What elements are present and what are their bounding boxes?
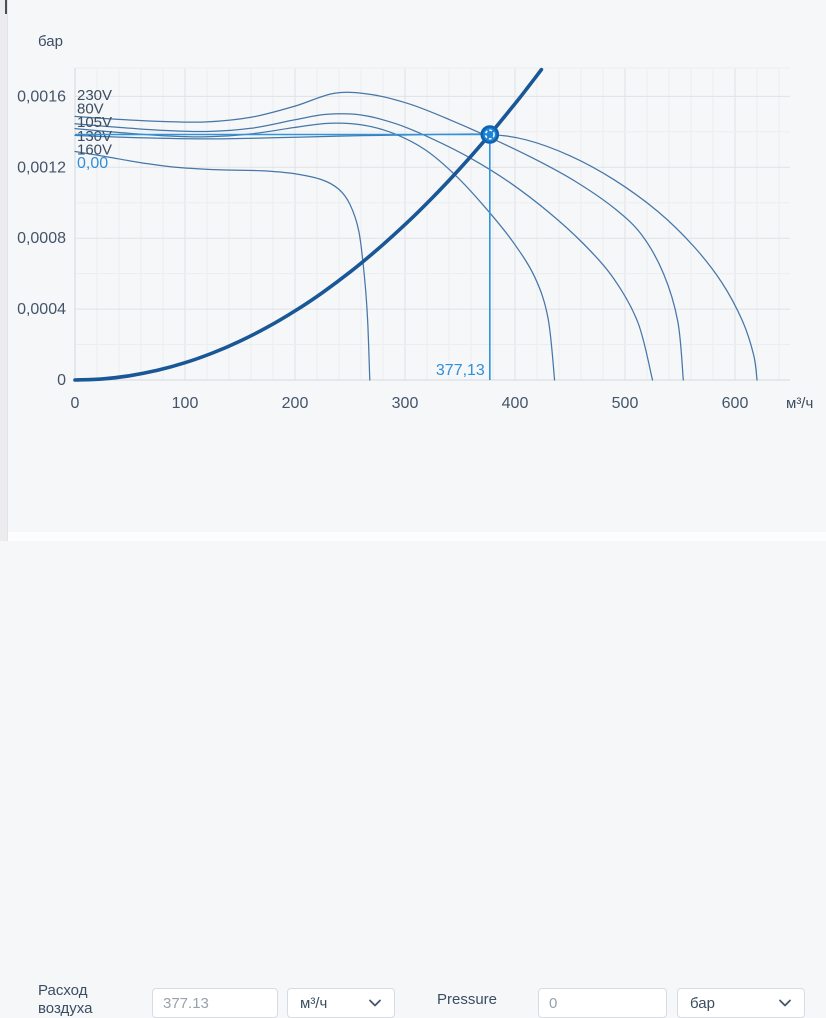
air-flow-input[interactable] xyxy=(152,988,278,1018)
fan-curve-160V xyxy=(74,150,371,381)
operating-point-pressure-label: 0,00 xyxy=(77,155,108,172)
y-tick-label: 0,0016 xyxy=(17,88,66,105)
fan-curve-80V xyxy=(74,113,654,381)
y-tick-label: 0,0004 xyxy=(17,301,66,318)
left-edge-strip xyxy=(0,0,8,541)
operating-point-marker-inner-ring xyxy=(484,129,495,140)
x-tick-label: 500 xyxy=(612,395,639,412)
page-background-strip xyxy=(0,532,826,541)
parameters-form: Расход воздуха м³/ч Pressure бар xyxy=(0,488,826,1018)
pressure-label: Pressure xyxy=(437,991,498,1008)
x-tick-label: 200 xyxy=(282,395,309,412)
x-tick-label: 0 xyxy=(71,395,80,412)
x-tick-label: 600 xyxy=(722,395,749,412)
x-axis-unit-label: м³/ч xyxy=(786,395,813,412)
curve-label-105V: 105V xyxy=(77,114,112,131)
curve-label-160V: 160V xyxy=(77,141,112,158)
operating-point-flow-label: 377,13 xyxy=(436,362,485,379)
chevron-down-icon xyxy=(369,999,381,1007)
pressure-input[interactable] xyxy=(538,988,667,1018)
air-flow-unit-select[interactable]: м³/ч xyxy=(287,988,395,1018)
fan-curve-105V xyxy=(74,122,556,381)
fan-curve-chart: 0 100 200 300 400 500 600 0 0,0004 0,0008 0,0012 0,… xyxy=(0,0,826,460)
air-flow-label: Расход воздуха xyxy=(38,982,93,1017)
x-tick-label: 300 xyxy=(392,395,419,412)
curve-label-230V: 230V xyxy=(77,87,112,104)
corner-mark xyxy=(5,0,7,14)
curve-label-80V: 80V xyxy=(77,101,104,118)
chart-canvas: 0 100 200 300 400 500 600 0 0,0004 0,0008 0,0012 0,… xyxy=(17,33,813,412)
air-flow-unit-value: м³/ч xyxy=(300,994,328,1012)
operating-point-marker[interactable] xyxy=(480,125,500,144)
y-axis-unit-label: бар xyxy=(38,33,63,50)
fan-curve-230V xyxy=(74,91,684,381)
pressure-unit-value: бар xyxy=(690,994,715,1012)
curve-label-130V: 130V xyxy=(77,128,112,145)
x-tick-label: 400 xyxy=(502,395,529,412)
pressure-unit-select[interactable]: бар xyxy=(677,988,805,1018)
y-tick-label: 0,0008 xyxy=(17,230,66,247)
chevron-down-icon xyxy=(779,999,791,1007)
fan-curve-130V xyxy=(74,133,758,381)
y-tick-label: 0,0012 xyxy=(17,159,66,176)
x-tick-label: 100 xyxy=(172,395,199,412)
y-tick-label: 0 xyxy=(57,372,66,389)
